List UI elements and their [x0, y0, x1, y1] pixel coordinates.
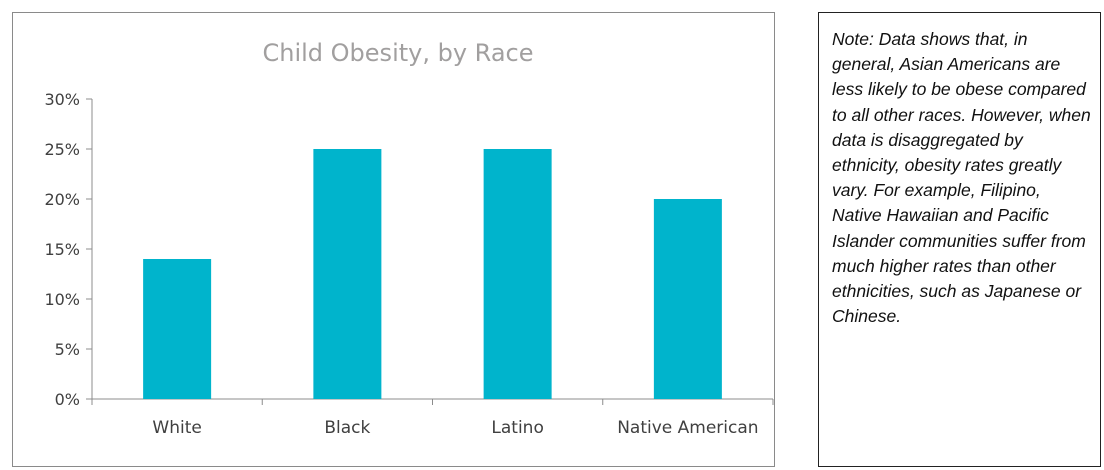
note-text: Note: Data shows that, in general, Asian… [832, 29, 1091, 327]
bar-chart: Child Obesity, by Race 0% 5% 10% 15% 20% 25% 3… [44, 39, 774, 438]
labels: 0% 5% 10% 15% 20% 25% 30% White Black Latino Nativ… [44, 90, 758, 438]
y-tick-label: 0% [55, 390, 80, 409]
y-tick-label: 30% [44, 90, 80, 109]
x-category-label: Black [324, 418, 370, 438]
x-category-label: White [152, 418, 201, 438]
y-tick-label: 20% [44, 190, 80, 209]
y-tick-label: 5% [55, 340, 80, 359]
chart-title: Child Obesity, by Race [263, 39, 534, 67]
chart-container: Child Obesity, by Race 0% 5% 10% 15% 20% 25% 3… [12, 12, 775, 467]
bar-black [313, 149, 382, 399]
y-tick-label: 15% [44, 240, 80, 259]
y-tick-label: 25% [44, 140, 80, 159]
bar-native-american [653, 199, 722, 399]
y-tick-label: 10% [44, 290, 80, 309]
x-category-label: Native American [617, 418, 758, 438]
bars [143, 149, 722, 399]
note-box: Note: Data shows that, in general, Asian… [818, 12, 1101, 467]
bar-white [143, 259, 212, 399]
x-category-label: Latino [491, 418, 543, 438]
bar-latino [483, 149, 552, 399]
